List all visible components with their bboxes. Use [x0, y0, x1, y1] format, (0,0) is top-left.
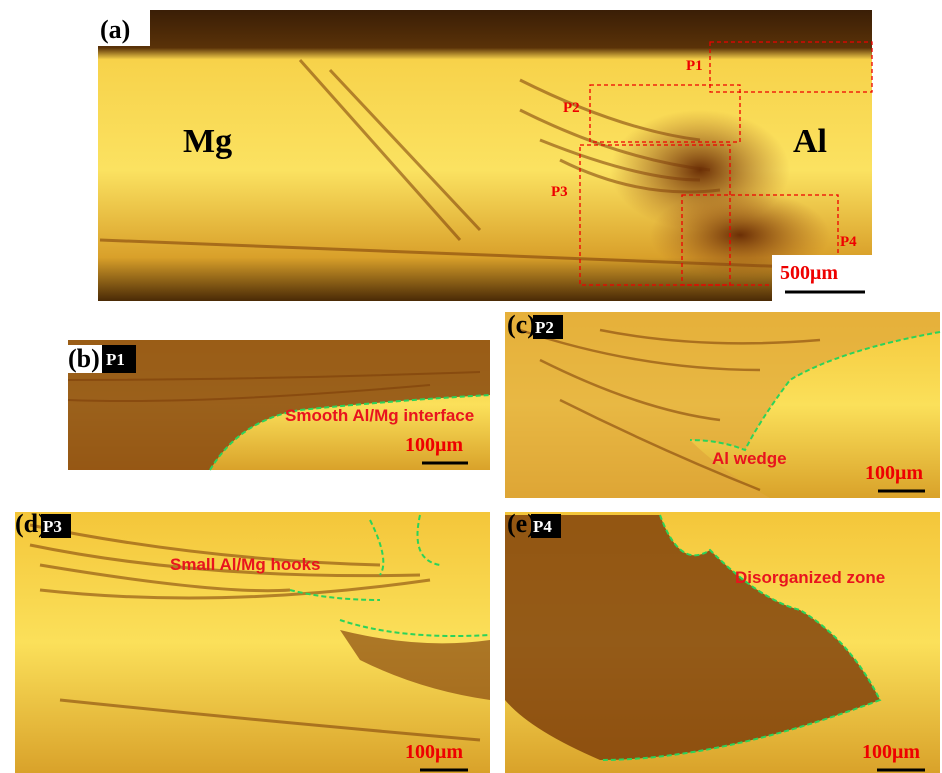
- panel-c: (c) P2 Al wedge 100μm: [505, 310, 940, 498]
- panel-tag: P3: [43, 517, 62, 536]
- panel-tag: P2: [535, 318, 554, 337]
- panel-d: (d) P3 Small Al/Mg hooks 100μm: [15, 509, 490, 773]
- panel-tag: P4: [533, 517, 552, 536]
- panel-b: (b) P1 Smooth Al/Mg interface 100μm: [68, 340, 490, 470]
- annotation: Disorganized zone: [735, 568, 885, 587]
- panel-label: (c): [507, 310, 536, 339]
- phase-label: Al: [793, 123, 827, 160]
- panel-a: (a) Mg Al P1 P2 P3 P4 500μm: [98, 10, 872, 301]
- region-label: P2: [563, 100, 580, 116]
- panel-label: (a): [100, 15, 130, 44]
- annotation: Smooth Al/Mg interface: [285, 406, 474, 425]
- scale-bar-label: 100μm: [405, 434, 463, 456]
- region-label: P4: [840, 234, 857, 250]
- panel-e: (e) P4 Disorganized zone 100μm: [505, 509, 940, 773]
- scale-bar-label: 500μm: [780, 262, 838, 284]
- panel-tag: P1: [106, 350, 125, 369]
- scale-bar-label: 100μm: [865, 462, 923, 484]
- scale-bar-label: 100μm: [405, 741, 463, 763]
- annotation: Small Al/Mg hooks: [170, 555, 321, 574]
- region-label: P1: [686, 58, 703, 74]
- phase-label: Mg: [183, 123, 232, 160]
- region-label: P3: [551, 184, 568, 200]
- figure: (a) Mg Al P1 P2 P3 P4 500μm (b) P1 Smoot…: [0, 0, 942, 773]
- panel-label: (b): [68, 344, 100, 373]
- scale-bar-label: 100μm: [862, 741, 920, 763]
- annotation: Al wedge: [712, 449, 787, 468]
